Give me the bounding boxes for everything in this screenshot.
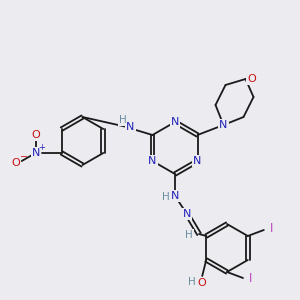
Text: N: N <box>171 191 179 201</box>
Text: O: O <box>247 74 256 84</box>
Text: H: H <box>185 230 193 240</box>
Text: I: I <box>270 223 274 236</box>
Text: H: H <box>118 115 126 125</box>
Text: H: H <box>162 192 170 202</box>
Text: O: O <box>198 278 207 288</box>
Text: O: O <box>31 130 40 140</box>
Text: N: N <box>183 209 191 219</box>
Text: N: N <box>32 148 40 158</box>
Text: N: N <box>193 156 202 166</box>
Text: H: H <box>188 277 196 287</box>
Text: N: N <box>171 117 179 127</box>
Text: N: N <box>148 156 157 166</box>
Text: I: I <box>249 272 253 286</box>
Text: +: + <box>38 143 45 152</box>
Text: N: N <box>126 122 135 132</box>
Text: −: − <box>20 152 28 162</box>
Text: O: O <box>11 158 20 168</box>
Text: N: N <box>219 120 228 130</box>
